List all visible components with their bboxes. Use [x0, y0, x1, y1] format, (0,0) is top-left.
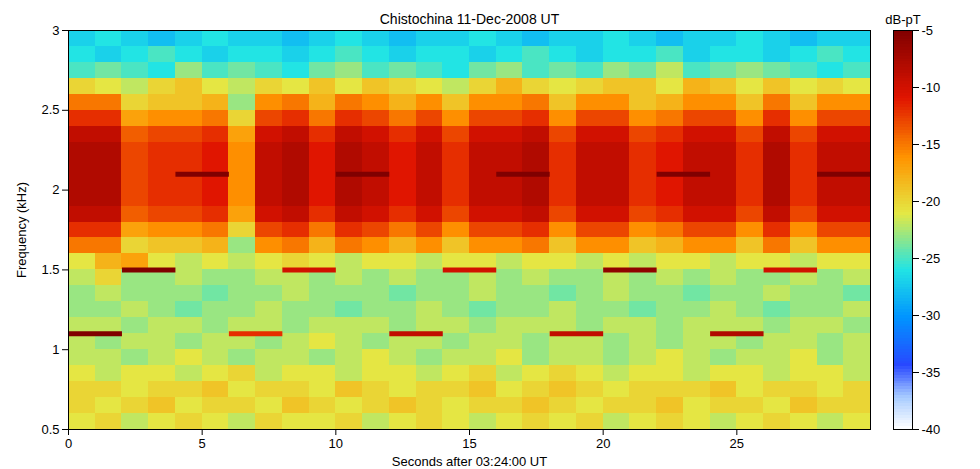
svg-text:20: 20: [596, 436, 610, 451]
svg-text:dB-pT: dB-pT: [885, 12, 920, 27]
svg-text:-30: -30: [922, 308, 941, 323]
svg-text:1.5: 1.5: [41, 262, 59, 277]
svg-text:Frequency (kHz): Frequency (kHz): [14, 182, 29, 278]
svg-text:-35: -35: [922, 365, 941, 380]
svg-text:2.5: 2.5: [41, 102, 59, 117]
svg-text:Seconds after 03:24:00 UT: Seconds after 03:24:00 UT: [392, 454, 547, 469]
svg-text:5: 5: [199, 436, 206, 451]
svg-text:0: 0: [65, 436, 72, 451]
svg-text:15: 15: [462, 436, 476, 451]
svg-text:3: 3: [52, 23, 59, 38]
svg-text:-25: -25: [922, 251, 941, 266]
svg-text:1: 1: [52, 342, 59, 357]
svg-text:2: 2: [52, 182, 59, 197]
svg-text:-5: -5: [922, 23, 934, 38]
svg-text:10: 10: [329, 436, 343, 451]
svg-text:Chistochina 11-Dec-2008 UT: Chistochina 11-Dec-2008 UT: [380, 11, 560, 27]
svg-text:-15: -15: [922, 137, 941, 152]
svg-text:-20: -20: [922, 194, 941, 209]
svg-text:-10: -10: [922, 80, 941, 95]
svg-text:0.5: 0.5: [41, 422, 59, 437]
svg-text:25: 25: [730, 436, 744, 451]
svg-text:-40: -40: [922, 422, 941, 437]
